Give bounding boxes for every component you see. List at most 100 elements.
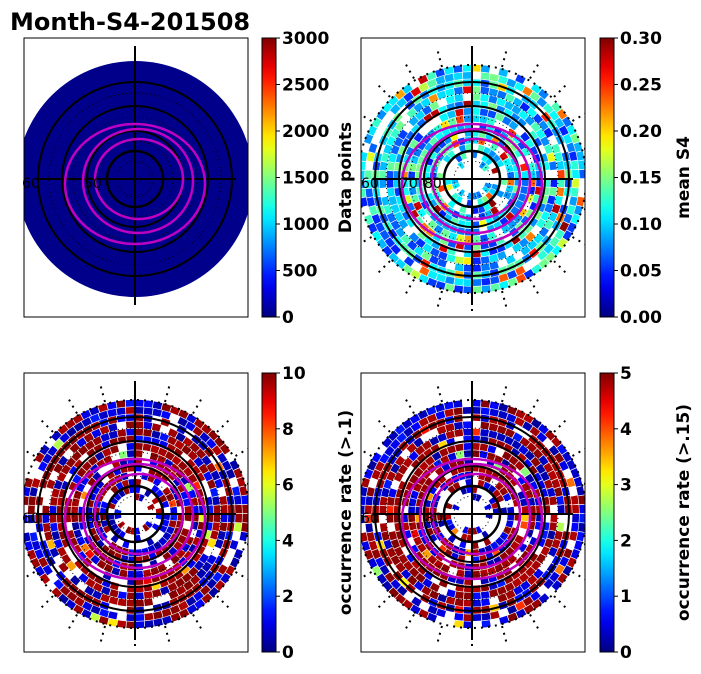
cell: [520, 245, 531, 256]
panel-occ-1: 60 80 0 2 4 6 8 10 occurrence rate (>.1): [22, 364, 356, 663]
meridian-dots: [216, 419, 230, 433]
cell: [545, 251, 556, 263]
cell: [418, 609, 429, 619]
cell: [437, 433, 447, 442]
meridian-dots: [377, 419, 391, 433]
cell: [126, 614, 135, 622]
cell: [42, 523, 51, 533]
cell: [406, 552, 416, 563]
colorbar-tick-label: 500: [282, 262, 318, 282]
cell: [188, 566, 199, 577]
magenta-contour: [63, 122, 207, 246]
cell: [235, 504, 242, 514]
cell: [574, 540, 583, 551]
cell: [501, 451, 512, 461]
cell: [543, 462, 554, 473]
cell: [180, 564, 191, 575]
cell: [413, 245, 425, 256]
cell: [100, 520, 109, 528]
cell: [408, 451, 419, 462]
colorbar-tick-label: 2000: [282, 122, 329, 142]
cell: [387, 161, 395, 171]
cell: [126, 592, 135, 600]
cell: [562, 116, 573, 128]
cell: [183, 466, 193, 477]
cell: [437, 474, 447, 484]
cell: [576, 531, 585, 542]
cell: [384, 572, 396, 583]
cell: [510, 112, 521, 123]
cell: [437, 258, 447, 268]
magenta-contour: [418, 462, 532, 570]
cell: [477, 479, 485, 488]
colorbar-tick-label: 2500: [282, 76, 329, 96]
cell: [394, 211, 404, 222]
cell: [451, 179, 459, 185]
cell: [437, 544, 447, 554]
cell: [420, 97, 431, 108]
cell: [199, 553, 209, 564]
cell: [170, 554, 181, 565]
cell: [415, 573, 426, 584]
cell: [520, 163, 528, 172]
cell: [27, 505, 35, 514]
cell: [242, 504, 248, 514]
cell: [437, 209, 447, 219]
cell: [407, 240, 418, 251]
cell: [61, 554, 72, 565]
cell: [499, 179, 507, 186]
cell: [161, 403, 172, 412]
cell: [538, 593, 550, 604]
cell: [394, 424, 406, 435]
cell: [168, 546, 178, 557]
cell: [484, 182, 492, 189]
cell: [144, 612, 154, 621]
cell: [551, 580, 563, 591]
cell: [472, 493, 477, 501]
cell: [162, 514, 170, 521]
cell: [455, 108, 464, 117]
magenta-contour: [430, 472, 522, 556]
cell: [530, 83, 542, 94]
cell: [100, 593, 110, 603]
cell: [540, 211, 550, 222]
cell: [401, 418, 413, 430]
cell: [520, 131, 530, 142]
cell: [168, 589, 179, 600]
cell: [507, 514, 515, 521]
cell: [183, 550, 194, 561]
cell: [114, 509, 122, 514]
cell: [467, 192, 472, 200]
cell: [212, 496, 220, 506]
cell: [127, 570, 135, 578]
cell: [543, 578, 554, 590]
cell: [521, 170, 529, 179]
cell: [58, 593, 69, 605]
cell: [463, 592, 472, 600]
cell: [540, 471, 550, 482]
cell: [507, 612, 518, 622]
cell: [86, 448, 97, 458]
cell: [472, 206, 479, 214]
cell: [160, 586, 170, 595]
cell: [145, 521, 153, 529]
cell: [512, 97, 523, 108]
cell: [220, 514, 228, 523]
meridian-dots: [436, 386, 443, 403]
cell: [135, 421, 144, 429]
cell: [502, 157, 512, 167]
cell: [530, 456, 541, 468]
cell: [381, 437, 393, 448]
cell: [61, 464, 71, 475]
cell: [495, 536, 505, 546]
cell: [65, 457, 76, 468]
cell: [549, 522, 557, 532]
cell: [472, 599, 482, 607]
cell: [523, 558, 534, 569]
cell: [538, 455, 549, 466]
cell: [520, 498, 528, 507]
cell: [562, 230, 573, 241]
cell: [143, 400, 154, 408]
cell: [85, 578, 96, 588]
